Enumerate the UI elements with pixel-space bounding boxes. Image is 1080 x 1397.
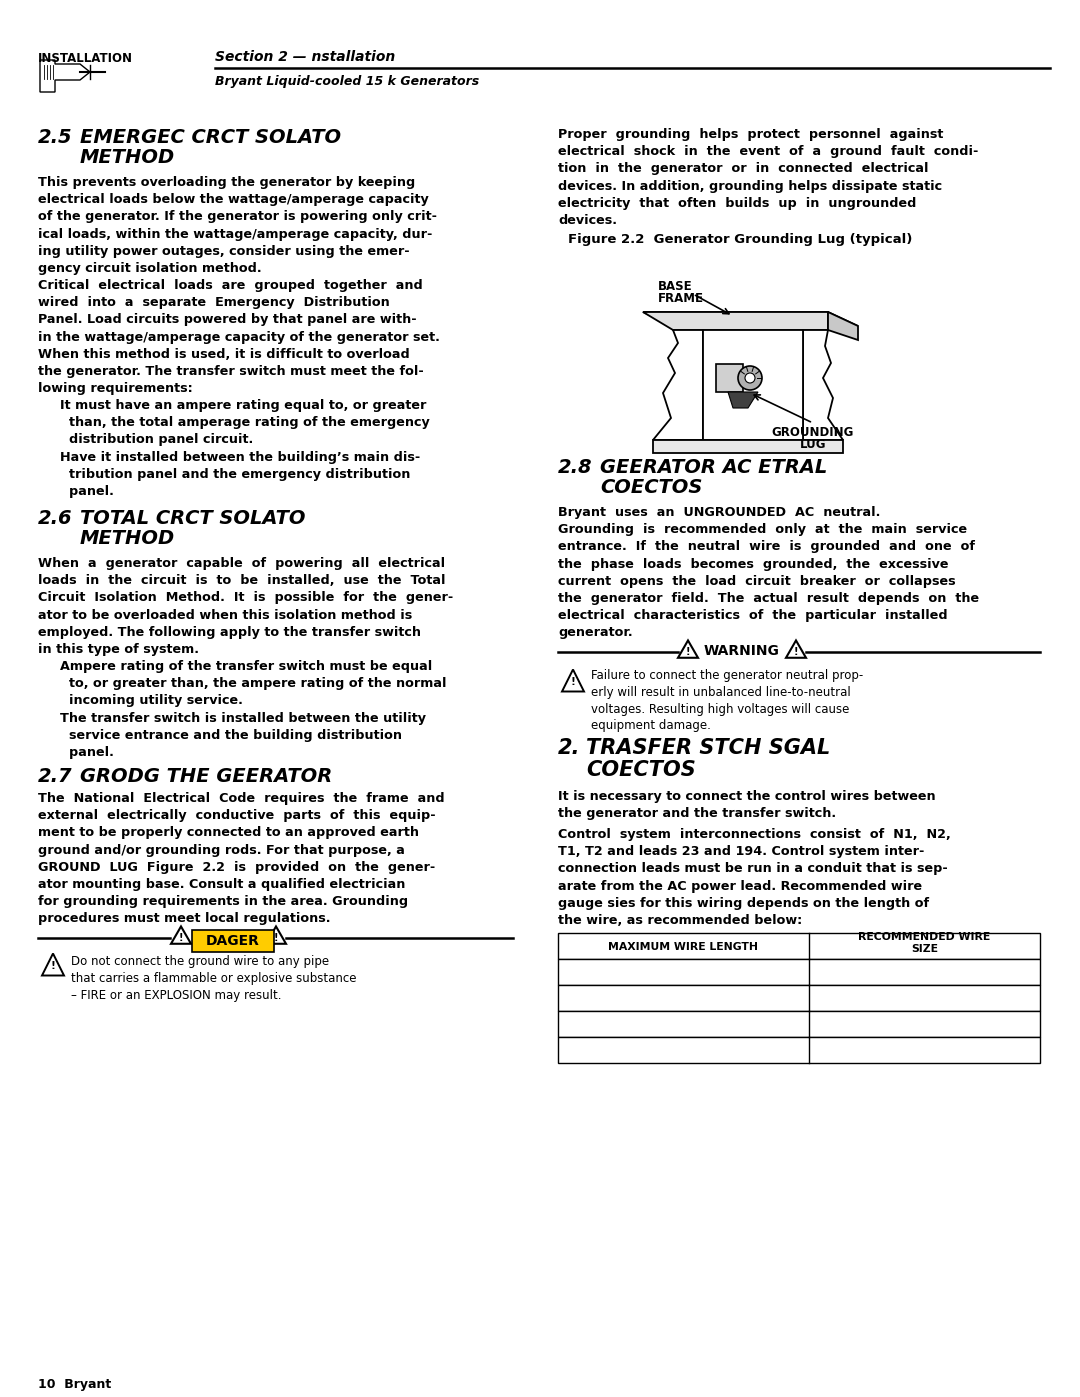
Text: LUG: LUG xyxy=(800,439,826,451)
Text: Failure to connect the generator neutral prop-
erly will result in unbalanced li: Failure to connect the generator neutral… xyxy=(591,669,863,732)
Text: GRODG THE GEERATOR: GRODG THE GEERATOR xyxy=(80,767,333,787)
Polygon shape xyxy=(558,985,1040,1011)
Text: 2.7: 2.7 xyxy=(38,767,72,787)
Text: METHOD: METHOD xyxy=(80,148,175,168)
Polygon shape xyxy=(558,1037,1040,1063)
Text: !: ! xyxy=(273,933,279,943)
Text: FRAME: FRAME xyxy=(658,292,704,305)
Text: This prevents overloading the generator by keeping
electrical loads below the wa: This prevents overloading the generator … xyxy=(38,176,437,275)
Text: !: ! xyxy=(570,676,576,686)
Text: The  National  Electrical  Code  requires  the  frame  and
external  electricall: The National Electrical Code requires th… xyxy=(38,792,445,925)
Polygon shape xyxy=(558,933,1040,958)
Text: !: ! xyxy=(179,933,184,943)
Polygon shape xyxy=(653,440,843,453)
Text: INSTALLATION: INSTALLATION xyxy=(38,52,133,66)
Polygon shape xyxy=(804,330,843,440)
Text: Figure 2.2  Generator Grounding Lug (typical): Figure 2.2 Generator Grounding Lug (typi… xyxy=(568,233,913,246)
Circle shape xyxy=(745,373,755,383)
Text: DAGER: DAGER xyxy=(206,935,260,949)
Polygon shape xyxy=(703,330,804,440)
Text: WARNING: WARNING xyxy=(704,644,780,658)
Text: METHOD: METHOD xyxy=(80,529,175,548)
Circle shape xyxy=(738,366,762,390)
Text: TOTAL CRCT SOLATO: TOTAL CRCT SOLATO xyxy=(80,509,306,528)
Polygon shape xyxy=(716,365,743,393)
Text: MAXIMUM WIRE LENGTH: MAXIMUM WIRE LENGTH xyxy=(608,942,758,951)
Text: COECTOS: COECTOS xyxy=(600,478,702,497)
Text: Bryant  uses  an  UNGROUNDED  AC  neutral.
Grounding  is  recommended  only  at : Bryant uses an UNGROUNDED AC neutral. Gr… xyxy=(558,506,980,640)
Text: 2.6: 2.6 xyxy=(38,509,72,528)
Polygon shape xyxy=(653,330,703,440)
Text: !: ! xyxy=(794,647,798,657)
Polygon shape xyxy=(728,393,758,408)
Text: Section 2 — nstallation: Section 2 — nstallation xyxy=(215,50,395,64)
Text: 2.: 2. xyxy=(558,738,580,759)
Polygon shape xyxy=(558,1011,1040,1037)
Text: RECOMMENDED WIRE
SIZE: RECOMMENDED WIRE SIZE xyxy=(859,932,990,954)
Text: Bryant Liquid-cooled 15 k Generators: Bryant Liquid-cooled 15 k Generators xyxy=(215,75,480,88)
Text: Critical  electrical  loads  are  grouped  together  and
wired  into  a  separat: Critical electrical loads are grouped to… xyxy=(38,279,440,395)
FancyBboxPatch shape xyxy=(192,930,274,951)
Text: !: ! xyxy=(51,961,55,971)
Text: GEERATOR AC ETRAL: GEERATOR AC ETRAL xyxy=(600,458,827,476)
Text: The transfer switch is installed between the utility
  service entrance and the : The transfer switch is installed between… xyxy=(60,712,426,760)
Text: GROUNDING: GROUNDING xyxy=(772,426,854,439)
Polygon shape xyxy=(558,958,1040,985)
Polygon shape xyxy=(643,312,828,330)
Text: 10  Bryant: 10 Bryant xyxy=(38,1377,111,1391)
Text: !: ! xyxy=(686,647,690,657)
Text: Control  system  interconnections  consist  of  N1,  N2,
T1, T2 and leads 23 and: Control system interconnections consist … xyxy=(558,828,950,928)
Text: COECTOS: COECTOS xyxy=(586,760,696,780)
Text: 2.5: 2.5 xyxy=(38,129,72,147)
Text: When  a  generator  capable  of  powering  all  electrical
loads  in  the  circu: When a generator capable of powering all… xyxy=(38,557,454,657)
Polygon shape xyxy=(643,312,858,326)
Text: BASE: BASE xyxy=(658,279,692,293)
Polygon shape xyxy=(828,312,858,339)
Text: Do not connect the ground wire to any pipe
that carries a flammable or explosive: Do not connect the ground wire to any pi… xyxy=(71,956,356,1002)
Text: Ampere rating of the transfer switch must be equal
  to, or greater than, the am: Ampere rating of the transfer switch mus… xyxy=(60,659,446,707)
Text: Have it installed between the building’s main dis-
  tribution panel and the eme: Have it installed between the building’s… xyxy=(60,451,420,499)
Text: It must have an ampere rating equal to, or greater
  than, the total amperage ra: It must have an ampere rating equal to, … xyxy=(60,400,430,447)
Text: It is necessary to connect the control wires between
the generator and the trans: It is necessary to connect the control w… xyxy=(558,789,935,820)
Text: 2.8: 2.8 xyxy=(558,458,593,476)
Text: TRASFER STCH SGAL: TRASFER STCH SGAL xyxy=(586,738,831,759)
Text: EMERGEC CRCT SOLATO: EMERGEC CRCT SOLATO xyxy=(80,129,341,147)
Text: Proper  grounding  helps  protect  personnel  against
electrical  shock  in  the: Proper grounding helps protect personnel… xyxy=(558,129,978,226)
